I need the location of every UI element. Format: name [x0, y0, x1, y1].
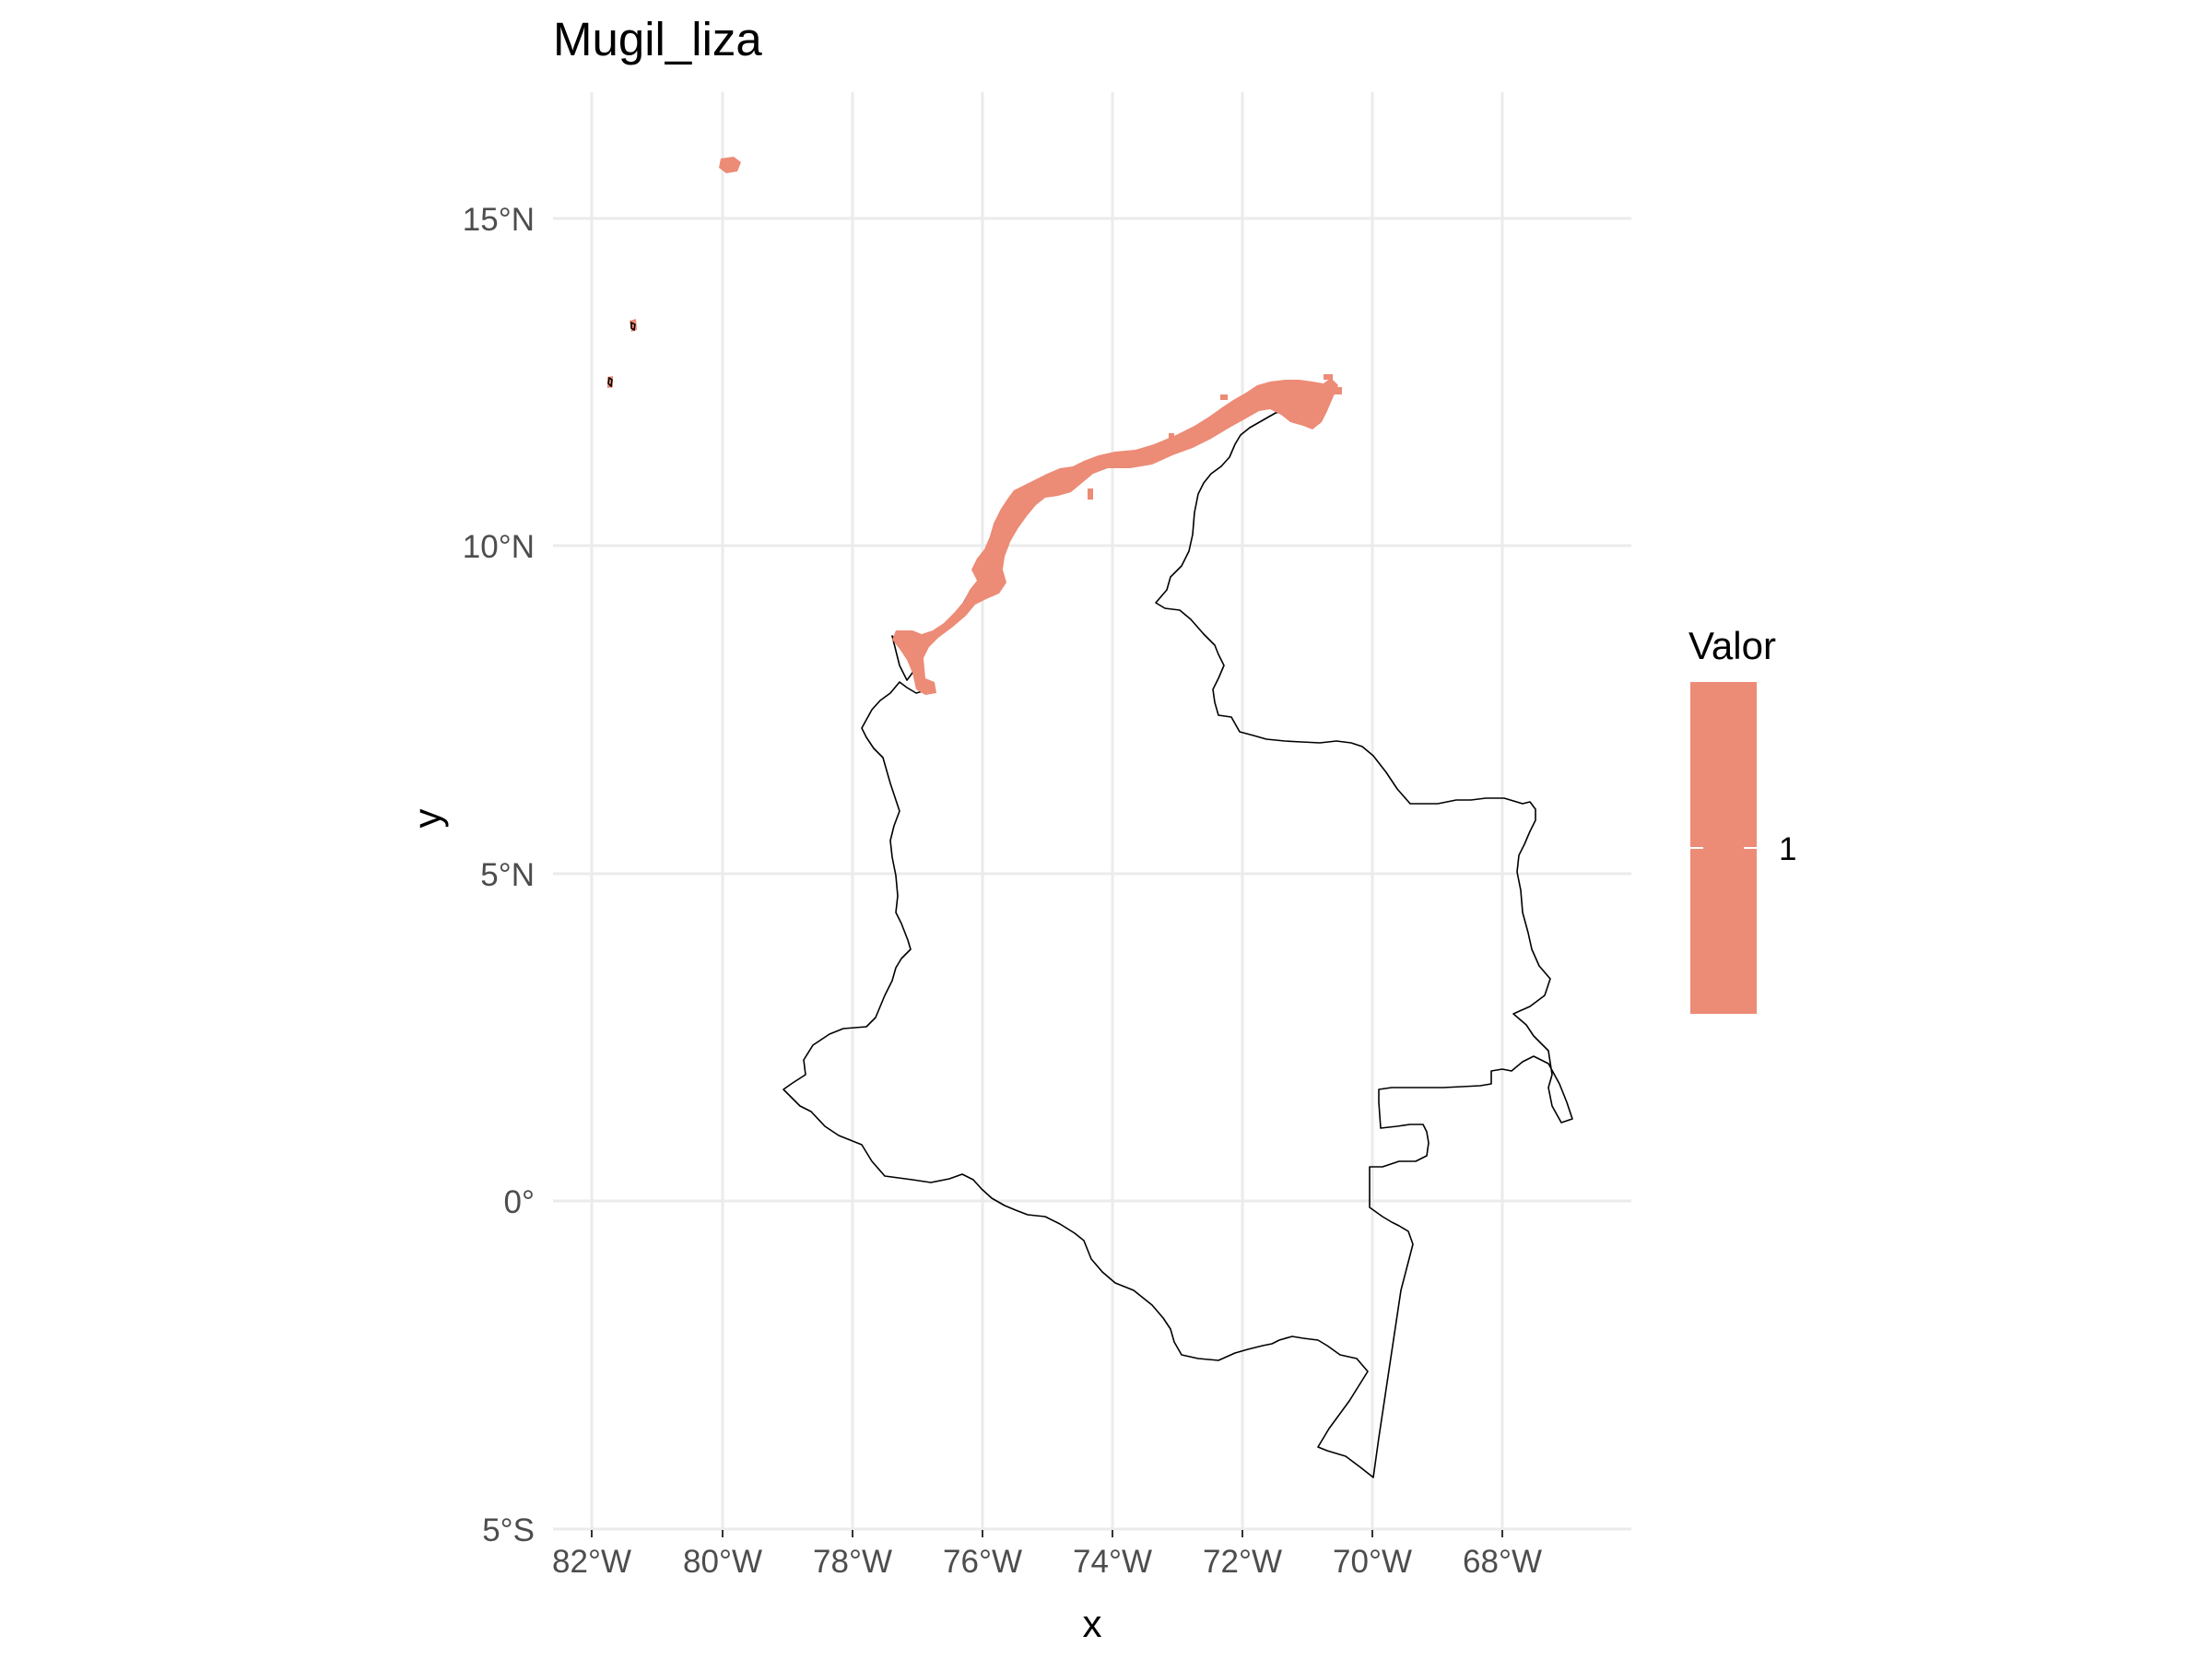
distribution-speck — [1324, 374, 1333, 380]
y-axis-title: y — [406, 809, 449, 829]
y-tick-label: 10°N — [463, 529, 535, 565]
legend-value-label: 1 — [1779, 831, 1796, 867]
y-tick-label: 5°S — [482, 1512, 535, 1548]
distribution-guajira-patch — [1288, 394, 1316, 411]
y-axis-ticks: 15°N 10°N 5°N 0° 5°S — [463, 202, 535, 1548]
distribution-coast-patch — [892, 378, 1338, 695]
legend: Valor 1 — [1688, 624, 1796, 1014]
x-tick-label: 82°W — [552, 1544, 631, 1580]
x-tick-label: 80°W — [683, 1544, 762, 1580]
y-tick-label: 5°N — [480, 857, 535, 893]
distribution-speck — [1314, 418, 1320, 424]
distribution-speck — [1220, 394, 1228, 400]
island-outline-san-andres — [607, 376, 613, 388]
distribution-speck — [1088, 488, 1093, 500]
x-tick-label: 72°W — [1203, 1544, 1282, 1580]
distribution-island-north — [719, 157, 741, 173]
y-tick-label: 15°N — [463, 202, 535, 238]
plot-title: Mugil_liza — [553, 13, 762, 65]
x-tick-label: 70°W — [1333, 1544, 1412, 1580]
island-outline-providencia — [630, 321, 636, 332]
x-tick-label: 78°W — [813, 1544, 892, 1580]
y-tick-label: 0° — [504, 1184, 535, 1220]
x-axis-ticks: 82°W 80°W 78°W 76°W 74°W 72°W 70°W 68°W — [552, 1530, 1542, 1580]
x-tick-label: 68°W — [1463, 1544, 1542, 1580]
distribution-speck — [1335, 387, 1342, 394]
legend-title: Valor — [1688, 624, 1776, 667]
x-tick-label: 74°W — [1073, 1544, 1152, 1580]
grid-lines — [553, 92, 1631, 1531]
distribution-speck — [1169, 433, 1174, 439]
x-tick-label: 76°W — [943, 1544, 1022, 1580]
x-axis-title: x — [1083, 1602, 1102, 1645]
